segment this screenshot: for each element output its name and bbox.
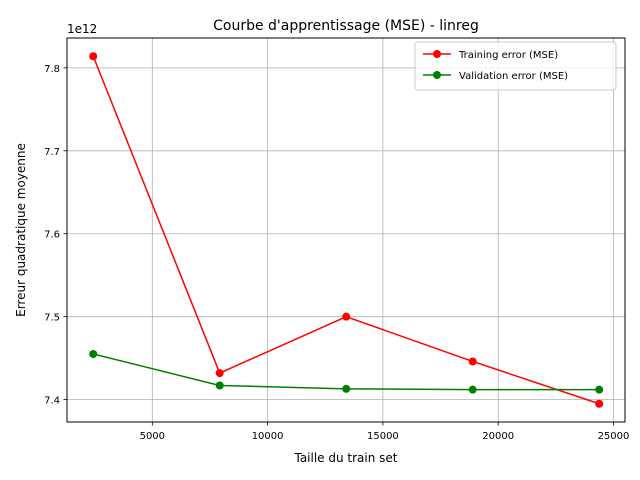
- y-tick-label: 7.5: [44, 313, 60, 324]
- y-tick-label: 7.7: [44, 147, 60, 158]
- y-offset-label: 1e12: [67, 22, 97, 36]
- legend-label-1: Validation error (MSE): [459, 71, 568, 82]
- x-tick-label: 15000: [367, 431, 399, 442]
- legend-marker-1: [433, 71, 441, 79]
- x-tick-label: 20000: [482, 431, 514, 442]
- legend-label-0: Training error (MSE): [458, 50, 558, 61]
- y-axis-label: Erreur quadratique moyenne: [14, 143, 28, 317]
- legend-marker-0: [433, 50, 441, 58]
- x-tick-label: 10000: [252, 431, 284, 442]
- legend: Training error (MSE) Validation error (MS…: [414, 41, 617, 91]
- plot-frame: [66, 37, 626, 423]
- data-point-0: [468, 357, 477, 366]
- y-tick-label: 7.4: [44, 396, 60, 407]
- y-tick-label: 7.8: [44, 64, 60, 75]
- x-tick-label: 5000: [140, 431, 165, 442]
- legend-box: [414, 41, 617, 91]
- data-point-1: [342, 384, 351, 393]
- axis-ticks: 5000 10000 15000 20000 25000 7.4 7.5 7.6 7.7 7.8: [44, 64, 629, 442]
- y-tick-label: 7.6: [44, 230, 60, 241]
- data-point-0: [89, 52, 98, 61]
- data-point-1: [215, 381, 224, 390]
- series-layer: [89, 52, 604, 408]
- data-point-0: [595, 399, 604, 408]
- x-axis-label: Taille du train set: [293, 451, 397, 465]
- data-point-0: [215, 369, 224, 378]
- data-point-1: [595, 385, 604, 394]
- x-tick-label: 25000: [598, 431, 630, 442]
- data-point-1: [468, 385, 477, 394]
- chart-title: Courbe d'apprentissage (MSE) - linreg: [213, 18, 479, 34]
- data-point-0: [342, 312, 351, 321]
- data-point-1: [89, 349, 98, 358]
